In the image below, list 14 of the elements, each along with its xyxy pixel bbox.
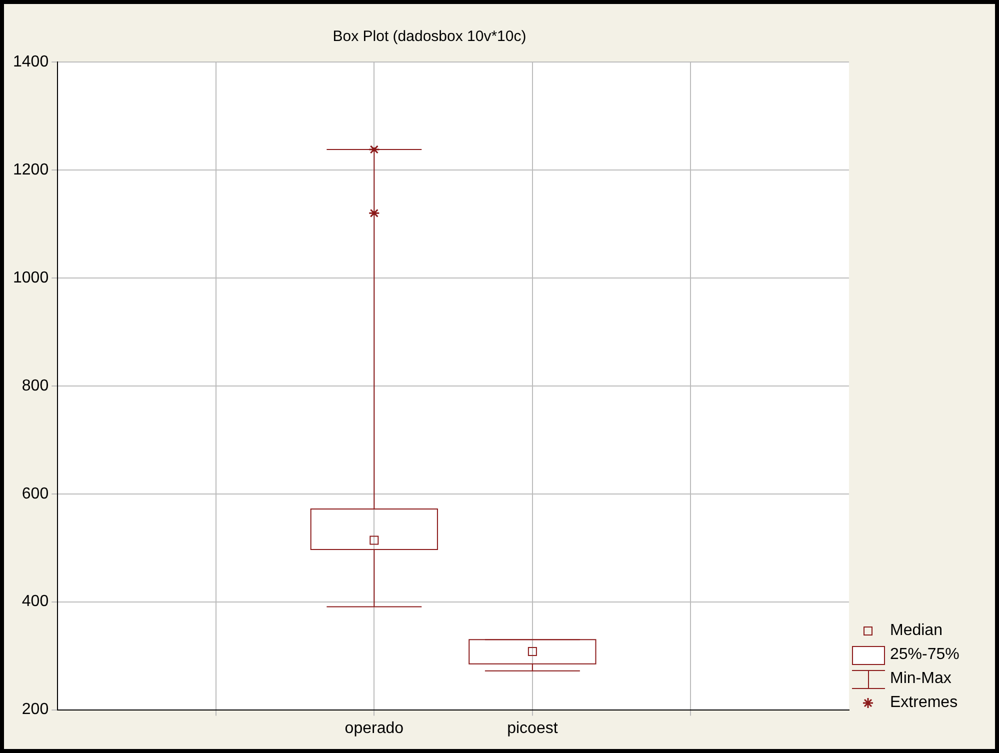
text: 25%-75% [890,646,960,664]
text: Min-Max [890,670,952,688]
x-tick-label: picoest [507,720,558,737]
text: Median [890,622,942,640]
y-tick-label: 1400 [13,53,49,70]
chart-title: Box Plot (dadosbox 10v*10c) [332,28,526,46]
y-tick-label: 800 [22,377,49,394]
y-tick-label: 400 [22,593,49,610]
y-tick-label: 200 [22,701,49,718]
y-tick-label: 600 [22,485,49,502]
y-tick-label: 1000 [13,269,49,286]
y-tick-label: 1200 [13,161,49,178]
x-tick-label: operado [344,720,404,737]
text: Extremes [890,694,958,712]
